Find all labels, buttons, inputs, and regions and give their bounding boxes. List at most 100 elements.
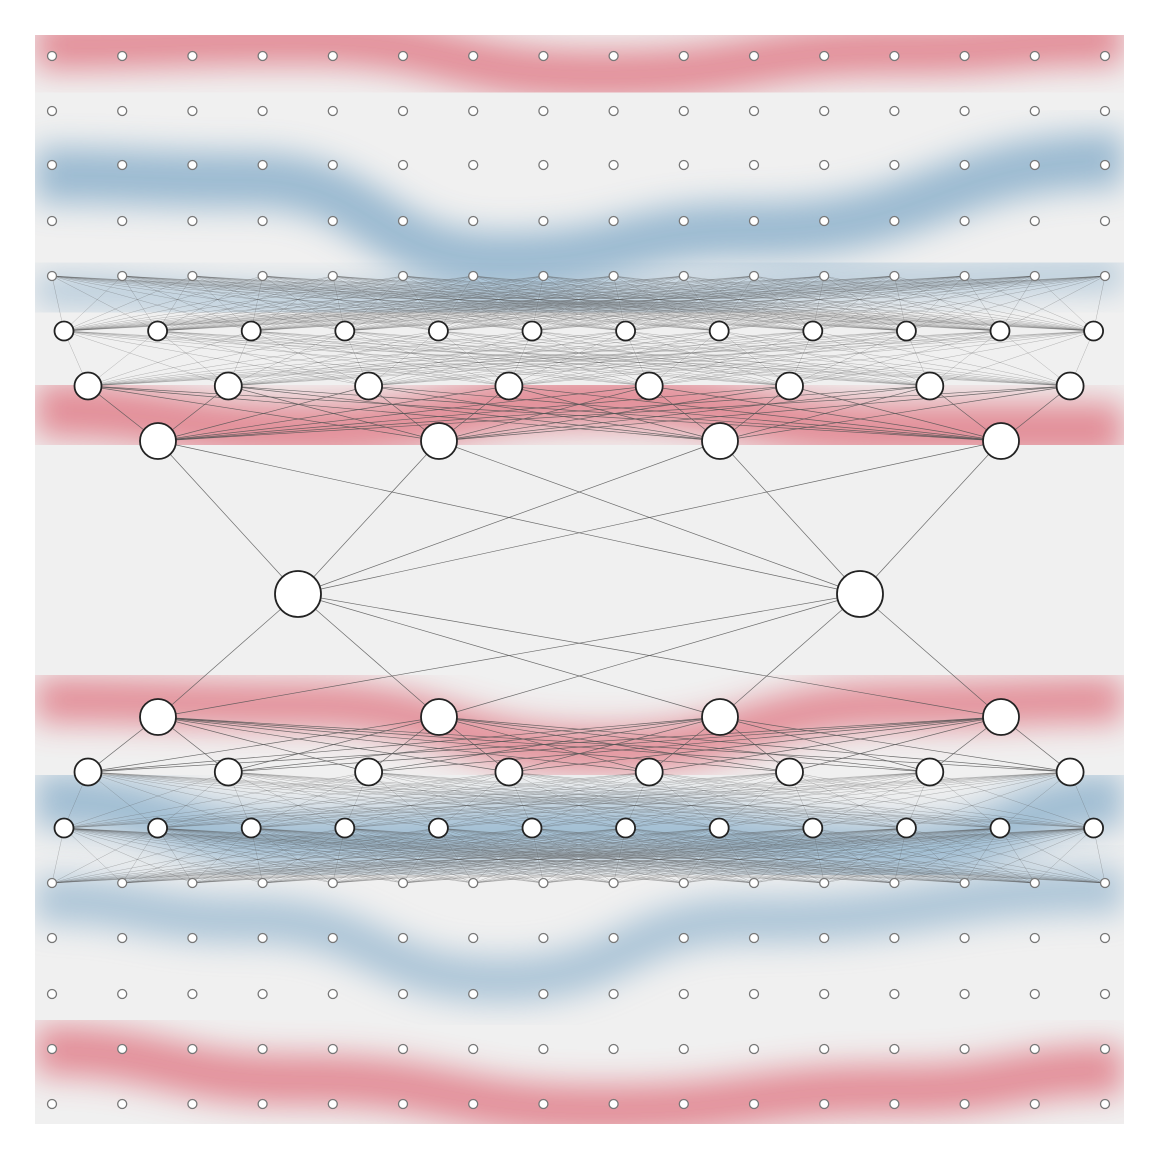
edge bbox=[789, 330, 907, 387]
node-output-grid-row-4-6 bbox=[397, 1098, 409, 1110]
edge bbox=[51, 827, 1094, 884]
edge bbox=[812, 275, 1035, 332]
edge bbox=[332, 275, 720, 332]
edge bbox=[192, 275, 1094, 332]
edge bbox=[753, 275, 1001, 332]
edge bbox=[63, 827, 123, 884]
edge bbox=[719, 330, 790, 387]
edge bbox=[719, 827, 965, 884]
edge bbox=[251, 275, 1106, 332]
node-output-grid-row-1-13 bbox=[889, 932, 900, 944]
edge bbox=[192, 827, 439, 884]
edge bbox=[753, 827, 1001, 884]
heatmap-bands bbox=[35, 35, 1124, 1124]
edge bbox=[531, 330, 650, 387]
edge bbox=[122, 275, 813, 332]
edge bbox=[157, 771, 650, 829]
edge bbox=[51, 827, 813, 884]
node-input-grid-row-3-8 bbox=[538, 159, 549, 171]
edge bbox=[649, 771, 907, 829]
edge bbox=[402, 275, 1094, 332]
node-input-grid-row-4-15 bbox=[1029, 215, 1040, 227]
edge bbox=[228, 716, 721, 773]
node-output-grid-row-4-10 bbox=[678, 1098, 689, 1110]
node-decoder-hidden-3-7 bbox=[615, 817, 636, 839]
edge bbox=[812, 771, 930, 829]
edge bbox=[297, 440, 440, 595]
node-input-grid-row-2-7 bbox=[468, 105, 479, 117]
edge bbox=[625, 330, 930, 387]
edge bbox=[63, 827, 263, 884]
edge bbox=[157, 771, 1071, 829]
node-decoder-hidden-2-3 bbox=[354, 757, 384, 787]
node-input-grid-row-2-1 bbox=[46, 105, 58, 117]
edge bbox=[789, 330, 1001, 387]
node-input-grid-row-2-5 bbox=[327, 105, 338, 117]
edge bbox=[63, 275, 1035, 332]
edge bbox=[87, 771, 439, 829]
node-output-layer-14 bbox=[959, 877, 970, 889]
edge bbox=[192, 827, 533, 884]
edge bbox=[157, 827, 684, 884]
edge bbox=[122, 275, 720, 332]
edge bbox=[122, 275, 626, 332]
edge bbox=[157, 275, 263, 332]
edge bbox=[368, 330, 813, 387]
edge bbox=[625, 771, 1071, 829]
edge bbox=[438, 275, 1035, 332]
edge bbox=[719, 827, 755, 884]
edge bbox=[719, 771, 930, 829]
edge bbox=[51, 275, 907, 332]
edge bbox=[157, 275, 474, 332]
edge bbox=[906, 275, 1106, 332]
edge bbox=[157, 771, 930, 829]
node-output-grid-row-3-14 bbox=[959, 1043, 970, 1055]
node-output-layer-12 bbox=[819, 877, 830, 889]
edge bbox=[812, 827, 895, 884]
edge bbox=[63, 330, 509, 387]
node-output-layer-5 bbox=[327, 877, 338, 889]
node-input-grid-row-2-12 bbox=[819, 105, 830, 117]
edge bbox=[438, 275, 965, 332]
edge bbox=[683, 275, 813, 332]
edge bbox=[63, 275, 263, 332]
edge bbox=[368, 771, 1001, 829]
node-input-grid-row-4-9 bbox=[608, 215, 619, 227]
edge bbox=[824, 827, 1094, 884]
edge bbox=[531, 771, 790, 829]
node-input-grid-row-2-16 bbox=[1099, 105, 1111, 117]
edge bbox=[473, 827, 626, 884]
edge bbox=[999, 771, 1071, 829]
edge bbox=[543, 827, 1001, 884]
edge bbox=[719, 330, 930, 387]
edge bbox=[87, 330, 345, 387]
edge bbox=[344, 275, 755, 332]
node-output-grid-row-4-2 bbox=[117, 1098, 128, 1110]
edge bbox=[402, 827, 533, 884]
edge bbox=[344, 275, 1106, 332]
node-input-grid-row-2-3 bbox=[187, 105, 198, 117]
edge bbox=[344, 827, 474, 884]
edge bbox=[332, 827, 813, 884]
edge bbox=[122, 827, 813, 884]
edge bbox=[344, 827, 1106, 884]
edge bbox=[531, 330, 930, 387]
node-input-grid-row-3-11 bbox=[748, 159, 760, 171]
edge bbox=[87, 330, 252, 387]
edge bbox=[625, 275, 684, 332]
edge bbox=[719, 827, 1106, 884]
node-output-grid-row-3-13 bbox=[889, 1043, 900, 1055]
edge bbox=[157, 827, 404, 884]
edge bbox=[157, 275, 825, 332]
edge bbox=[192, 827, 345, 884]
node-output-grid-row-4-5 bbox=[327, 1098, 338, 1110]
node-input-grid-row-3-1 bbox=[46, 159, 58, 171]
node-input-grid-row-3-4 bbox=[257, 159, 268, 171]
edge bbox=[402, 275, 907, 332]
edge bbox=[344, 827, 544, 884]
edge bbox=[894, 275, 1001, 332]
edge bbox=[625, 330, 1071, 387]
edge bbox=[531, 827, 965, 884]
edge bbox=[543, 275, 813, 332]
node-encoder-hidden-2-8 bbox=[1055, 371, 1085, 401]
